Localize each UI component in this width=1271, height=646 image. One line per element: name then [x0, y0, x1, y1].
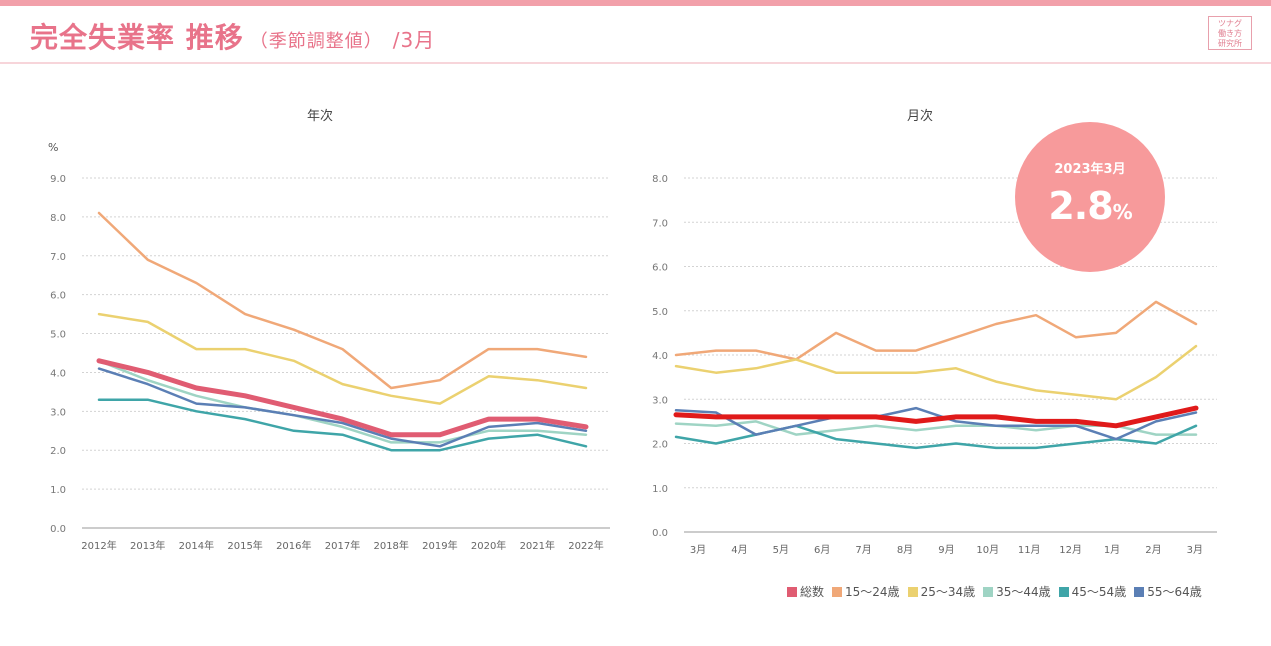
logo-line: 研究所	[1218, 39, 1242, 48]
y-tick-label: 4.0	[652, 351, 668, 362]
chart-title: 月次	[907, 108, 933, 124]
legend-item: 55〜64歳	[1134, 583, 1202, 600]
y-tick-label: 1.0	[652, 484, 668, 495]
y-tick-label: 1.0	[50, 485, 66, 496]
top-accent-bar	[0, 0, 1271, 6]
brand-logo: ツナグ 働き方 研究所	[1208, 16, 1252, 50]
legend-label: 35〜44歳	[996, 585, 1051, 599]
title-month: /3月	[392, 28, 436, 52]
chart-title: 年次	[307, 108, 333, 124]
x-tick-label: 1月	[1104, 544, 1120, 556]
y-tick-label: 4.0	[50, 368, 66, 379]
x-tick-label: 2020年	[471, 539, 506, 552]
series-line-35〜44歳	[97, 359, 588, 444]
logo-line: 働き方	[1218, 29, 1242, 38]
series-line-15〜24歳	[97, 211, 588, 390]
annual-line-chart: 年次% 0.0 1.0 2.0 3.0 4.0 5.0 6.0 7.0 8.0 9.0 2012年 20…	[48, 108, 610, 552]
chart-legend: 総数 15〜24歳 25〜34歳 35〜44歳 45〜54歳 55〜64歳	[787, 583, 1202, 600]
y-tick-label: 7.0	[652, 218, 668, 229]
legend-item: 35〜44歳	[983, 583, 1051, 600]
y-tick-label: 8.0	[50, 213, 66, 224]
y-axis-unit: %	[48, 141, 58, 154]
x-tick-label: 10月	[976, 544, 999, 556]
page-title: 完全失業率 推移 （季節調整値） /3月	[30, 16, 435, 56]
x-tick-label: 2013年	[130, 539, 165, 552]
badge-number: 2.8	[1048, 184, 1113, 228]
x-tick-label: 2月	[1145, 544, 1161, 556]
y-tick-label: 2.0	[50, 446, 66, 457]
latest-rate-badge: 2023年3月 2.8%	[1015, 122, 1165, 272]
legend-swatch	[1058, 586, 1069, 597]
x-tick-label: 2017年	[325, 539, 360, 552]
legend-label: 55〜64歳	[1147, 585, 1202, 599]
series-line-25〜34歳	[674, 344, 1198, 401]
legend-swatch	[983, 586, 994, 597]
x-tick-label: 2019年	[422, 539, 457, 552]
legend-swatch	[1134, 586, 1145, 597]
title-divider	[0, 62, 1271, 64]
series-line-55〜64歳	[97, 367, 588, 448]
x-tick-label: 9月	[938, 544, 954, 556]
x-tick-label: 6月	[814, 544, 830, 556]
x-tick-label: 2016年	[276, 539, 311, 552]
legend-item: 総数	[787, 583, 824, 600]
logo-line: ツナグ	[1218, 19, 1242, 28]
y-tick-label: 0.0	[652, 528, 668, 539]
series-line-55〜64歳	[674, 406, 1198, 441]
x-tick-label: 4月	[731, 544, 747, 556]
series-line-総数	[96, 358, 589, 438]
y-tick-label: 2.0	[652, 440, 668, 451]
legend-swatch	[907, 586, 918, 597]
y-tick-label: 6.0	[50, 291, 66, 302]
x-tick-label: 12月	[1059, 544, 1082, 556]
x-tick-label: 5月	[773, 544, 789, 556]
x-tick-label: 2022年	[568, 539, 603, 552]
series-line-45〜54歳	[97, 398, 588, 452]
x-tick-label: 11月	[1018, 544, 1041, 556]
x-tick-label: 3月	[690, 544, 706, 556]
y-tick-label: 3.0	[652, 395, 668, 406]
x-tick-label: 2018年	[373, 539, 408, 552]
title-main: 完全失業率 推移	[30, 21, 244, 54]
legend-swatch	[832, 586, 843, 597]
x-tick-label: 2021年	[520, 539, 555, 552]
legend-label: 25〜34歳	[920, 585, 976, 599]
x-tick-label: 2012年	[81, 539, 116, 552]
y-tick-label: 6.0	[652, 263, 668, 274]
legend-label: 15〜24歳	[845, 585, 900, 599]
title-subtitle: （季節調整値）	[249, 31, 383, 52]
x-tick-label: 8月	[897, 544, 913, 556]
x-tick-label: 2015年	[227, 539, 262, 552]
monthly-line-chart: 月次 0.0 1.0 2.0 3.0 4.0 5.0 6.0 7.0 8.0 3月 4月 5月 6月 7月 8…	[652, 108, 1217, 556]
legend-item: 25〜34歳	[907, 583, 976, 600]
y-tick-label: 0.0	[50, 524, 66, 535]
series-line-25〜34歳	[97, 312, 588, 405]
badge-date: 2023年3月	[1054, 162, 1126, 177]
y-tick-label: 5.0	[50, 330, 66, 341]
legend-label: 45〜54歳	[1071, 585, 1127, 599]
badge-unit: %	[1112, 200, 1133, 224]
legend-item: 45〜54歳	[1058, 583, 1127, 600]
y-tick-label: 7.0	[50, 252, 66, 263]
badge-value: 2.8%	[1015, 184, 1165, 228]
legend-item: 15〜24歳	[832, 583, 900, 600]
y-tick-label: 9.0	[50, 174, 66, 185]
legend-swatch	[787, 586, 797, 597]
x-tick-label: 7月	[855, 544, 871, 556]
x-tick-label: 3月	[1187, 544, 1203, 556]
y-tick-label: 3.0	[50, 407, 66, 418]
series-line-15〜24歳	[674, 300, 1198, 361]
x-tick-label: 2014年	[179, 539, 214, 552]
legend-label: 総数	[800, 585, 825, 599]
y-tick-label: 8.0	[652, 174, 668, 185]
series-line-総数	[673, 405, 1199, 429]
y-tick-label: 5.0	[652, 307, 668, 318]
